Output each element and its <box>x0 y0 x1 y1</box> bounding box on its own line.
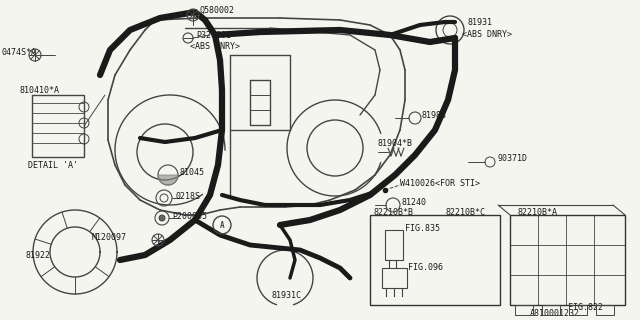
Text: Q580002: Q580002 <box>200 5 235 14</box>
Text: FIG.835: FIG.835 <box>405 223 440 233</box>
Text: 810410*A: 810410*A <box>20 85 60 94</box>
Circle shape <box>159 215 165 221</box>
Text: FIG.822: FIG.822 <box>568 303 603 313</box>
Text: W410026<FOR STI>: W410026<FOR STI> <box>400 179 480 188</box>
Bar <box>515 305 533 315</box>
Text: A: A <box>220 220 224 229</box>
Text: 81988: 81988 <box>422 110 447 119</box>
Bar <box>542 305 560 315</box>
Text: 0474S*A: 0474S*A <box>2 47 37 57</box>
Text: P200005: P200005 <box>172 212 207 220</box>
Text: 81045: 81045 <box>180 167 205 177</box>
Polygon shape <box>158 175 178 185</box>
Text: M120097: M120097 <box>92 233 127 242</box>
Bar <box>370 215 500 305</box>
Text: DETAIL 'A': DETAIL 'A' <box>28 161 78 170</box>
Text: 81931C: 81931C <box>272 291 302 300</box>
Bar <box>569 305 587 315</box>
Bar <box>596 305 614 315</box>
Text: 81904*B: 81904*B <box>378 139 413 148</box>
Text: 81922: 81922 <box>25 251 50 260</box>
Bar <box>510 215 625 305</box>
Text: 81240: 81240 <box>402 197 427 206</box>
Bar <box>385 230 403 260</box>
Text: FIG.096: FIG.096 <box>408 263 443 273</box>
Bar <box>32 95 84 157</box>
Text: 82210B*B: 82210B*B <box>373 207 413 217</box>
Text: <ABS DNRY>: <ABS DNRY> <box>190 42 240 51</box>
Text: P320001: P320001 <box>196 30 231 39</box>
Text: <ABS DNRY>: <ABS DNRY> <box>462 29 512 38</box>
Text: 82210B*C: 82210B*C <box>445 207 485 217</box>
Text: A810001232: A810001232 <box>530 308 580 317</box>
Text: 82210B*A: 82210B*A <box>518 207 558 217</box>
Text: 81931: 81931 <box>468 18 493 27</box>
Bar <box>382 268 407 288</box>
Text: 0218S: 0218S <box>175 191 200 201</box>
Text: 90371D: 90371D <box>498 154 528 163</box>
